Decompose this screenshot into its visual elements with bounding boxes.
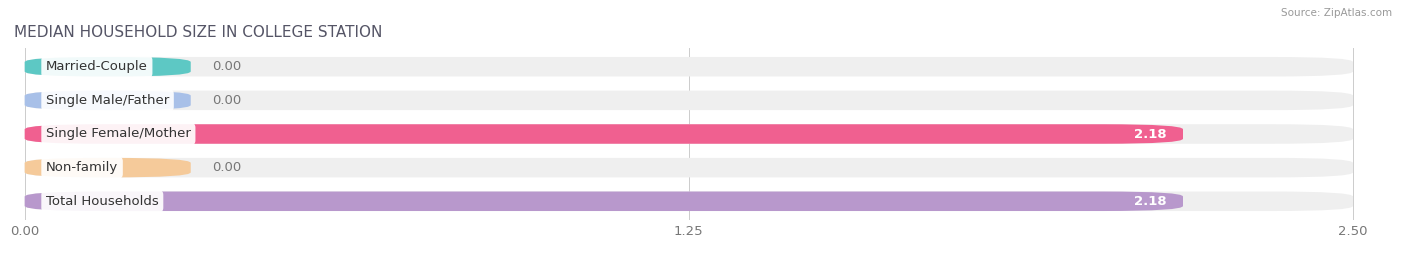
FancyBboxPatch shape [25, 192, 1353, 211]
FancyBboxPatch shape [25, 158, 1353, 177]
Text: 0.00: 0.00 [212, 94, 242, 107]
FancyBboxPatch shape [25, 192, 1182, 211]
FancyBboxPatch shape [25, 91, 191, 110]
Text: Single Male/Father: Single Male/Father [46, 94, 169, 107]
Text: 2.18: 2.18 [1135, 195, 1167, 208]
Text: Single Female/Mother: Single Female/Mother [46, 128, 191, 140]
FancyBboxPatch shape [25, 158, 191, 177]
FancyBboxPatch shape [25, 57, 191, 76]
Text: Total Households: Total Households [46, 195, 159, 208]
FancyBboxPatch shape [25, 124, 1353, 144]
Text: 0.00: 0.00 [212, 161, 242, 174]
Text: Non-family: Non-family [46, 161, 118, 174]
FancyBboxPatch shape [25, 91, 1353, 110]
FancyBboxPatch shape [25, 124, 1182, 144]
Text: Married-Couple: Married-Couple [46, 60, 148, 73]
FancyBboxPatch shape [25, 57, 1353, 76]
Text: Source: ZipAtlas.com: Source: ZipAtlas.com [1281, 8, 1392, 18]
Text: 2.18: 2.18 [1135, 128, 1167, 140]
Text: MEDIAN HOUSEHOLD SIZE IN COLLEGE STATION: MEDIAN HOUSEHOLD SIZE IN COLLEGE STATION [14, 25, 382, 40]
Text: 0.00: 0.00 [212, 60, 242, 73]
